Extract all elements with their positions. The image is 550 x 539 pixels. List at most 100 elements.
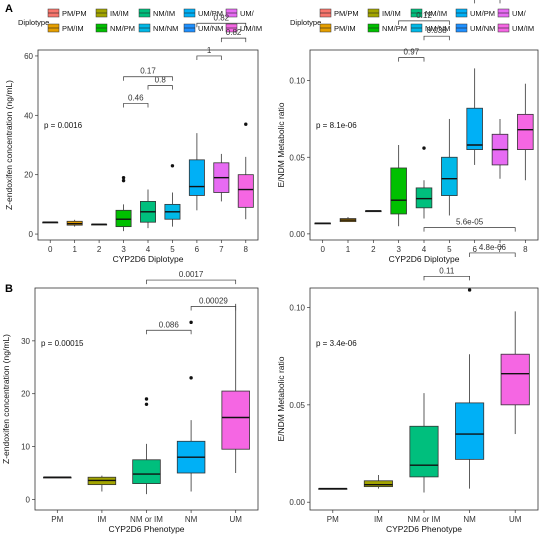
box-1: [339, 217, 357, 223]
bracket-pvalue: 0.12: [416, 11, 432, 20]
legend-label: NM/NM: [153, 24, 178, 33]
legend-right: Diplotype PM/PM IM/IM NM/IM UM/PM UM/PM/IM NM…: [290, 8, 534, 33]
x-axis-label: CYP2D6 Phenotype: [386, 524, 462, 534]
x-tick-label: PM: [327, 515, 339, 524]
legend-label: NM/PM: [110, 24, 135, 33]
box-um: [221, 303, 250, 473]
legend-label: UM/: [512, 9, 527, 18]
panel-a-label: A: [5, 3, 13, 15]
box-iqr: [221, 390, 250, 450]
comparison-bracket: 1: [196, 46, 222, 60]
bracket-line: [196, 22, 247, 28]
box-nm-or-im: [132, 397, 161, 495]
box-8: [517, 83, 534, 181]
comparison-bracket: 0.0017: [146, 270, 237, 285]
box-nm: [455, 288, 485, 489]
x-tick-label: 7: [498, 245, 503, 254]
bracket-pvalue: 0.0017: [179, 270, 204, 279]
box-iqr: [390, 167, 407, 215]
x-tick-label: 7: [219, 245, 224, 254]
box-nm: [176, 320, 206, 492]
bracket-line: [123, 76, 173, 81]
outlier-point: [121, 178, 126, 183]
outlier-point: [144, 402, 149, 406]
bracket-line: [146, 329, 192, 335]
y-tick-label: 10: [21, 443, 30, 452]
bracket-line: [423, 275, 470, 281]
comparison-bracket: 0.82: [196, 13, 247, 28]
box-um: [500, 311, 530, 435]
bracket-pvalue: 0.82: [214, 13, 230, 22]
box-0: [314, 222, 331, 225]
box-iqr: [237, 174, 254, 208]
bracket-line: [423, 227, 516, 232]
bracket-pvalue: 0.038: [427, 26, 448, 35]
bracket-line: [190, 306, 237, 311]
bracket-line: [423, 35, 450, 41]
legend-label: PM/PM: [62, 9, 87, 18]
box-iqr: [363, 480, 393, 488]
bracket-pvalue: 1: [207, 46, 212, 55]
bracket-pvalue: 4.8e-06: [479, 243, 507, 252]
bracket-pvalue: 0.17: [140, 67, 156, 76]
x-tick-label: 5: [170, 245, 175, 254]
box-pm: [318, 487, 348, 490]
bracket-line: [220, 37, 247, 43]
legend-label: NM/IM: [425, 9, 447, 18]
comparison-bracket: 0.46: [123, 93, 149, 108]
legend-label: UM/PM: [470, 9, 495, 18]
box-pm: [43, 476, 72, 479]
y-axis-label: Z-endoxifen concentration (ng/mL): [1, 334, 11, 464]
x-tick-label: 1: [72, 245, 77, 254]
box-iqr: [517, 113, 534, 150]
y-tick-label: 20: [21, 390, 30, 399]
x-tick-label: 5: [447, 245, 452, 254]
box-7: [491, 118, 509, 179]
box-4: [415, 146, 433, 219]
y-tick-label: 20: [24, 171, 33, 180]
kruskal-pvalue: p = 0.00015: [41, 339, 84, 348]
chart-diplotype-concentration: 0 20 40 60 0 1 2 3 4 5 6 7 8 CYP2D6 Diplotype Z-endoxi…: [4, 13, 259, 264]
box-iqr: [132, 459, 161, 484]
x-tick-label: 0: [48, 245, 53, 254]
box-iqr: [409, 425, 439, 478]
comparison-bracket: 0.11: [423, 266, 470, 281]
kruskal-pvalue: p = 8.1e-06: [316, 121, 357, 130]
x-tick-label: 6: [472, 245, 477, 254]
y-tick-label: 0.00: [289, 230, 305, 239]
bracket-pvalue: 0.11: [439, 266, 455, 275]
chart-diplotype-ratio: 0.00 0.05 0.10 0 1 2 3 4 5 6 7 8 CYP2D6 Diplotype E/N…: [276, 0, 539, 264]
bracket-line: [146, 279, 237, 285]
kruskal-pvalue: p = 0.0016: [44, 121, 83, 130]
box-3: [115, 175, 132, 232]
legend-label: UM/PM: [198, 9, 223, 18]
outlier-point: [189, 320, 193, 325]
x-tick-label: NM or IM: [130, 515, 163, 524]
bracket-pvalue: 0.00029: [199, 297, 228, 306]
bracket-line: [398, 20, 450, 25]
box-5: [441, 118, 458, 216]
comparison-bracket: 0.12: [398, 11, 450, 25]
x-tick-label: 8: [523, 245, 528, 254]
box-6: [466, 68, 483, 165]
y-axis-label: E/NDM Metabolic ratio: [276, 102, 286, 187]
bracket-line: [469, 252, 516, 257]
outlier-point: [422, 146, 426, 150]
bracket-line: [147, 85, 173, 90]
outlier-point: [189, 376, 193, 380]
legend-label: UM/NM: [470, 24, 495, 33]
y-tick-label: 0.10: [289, 77, 305, 86]
outlier-point: [121, 175, 126, 180]
bracket-pvalue: 0.086: [159, 320, 180, 329]
bracket-pvalue: 0.46: [128, 93, 144, 102]
box-nm-or-im: [409, 393, 439, 493]
x-tick-label: UM: [229, 515, 242, 524]
y-tick-label: 60: [24, 52, 33, 61]
x-axis-label: CYP2D6 Diplotype: [389, 254, 460, 264]
box-im: [87, 475, 117, 492]
comparison-bracket: 0.8: [474, 0, 501, 4]
legend-title: Diplotype: [290, 18, 321, 27]
box-iqr: [415, 187, 433, 209]
legend-label: IM/IM: [382, 9, 401, 18]
kruskal-pvalue: p = 3.4e-06: [316, 339, 357, 348]
